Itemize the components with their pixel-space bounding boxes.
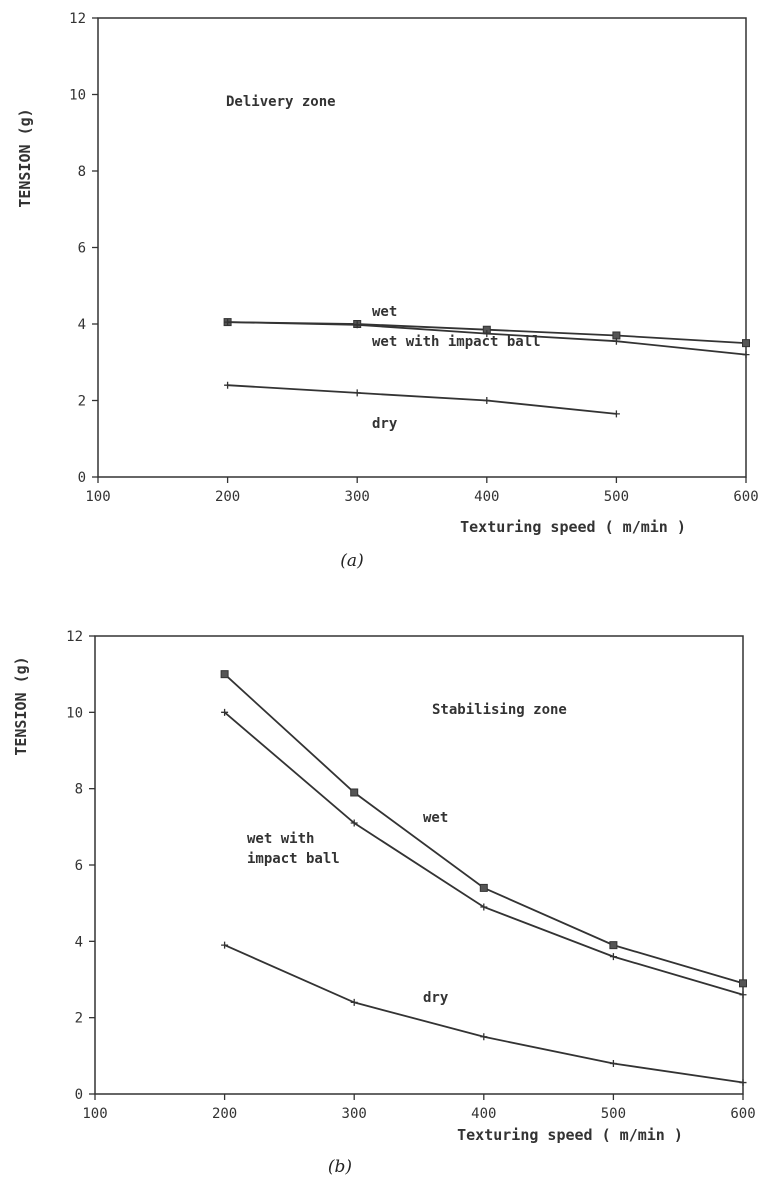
series-2-point: [742, 351, 750, 359]
series-2-point: [224, 318, 232, 326]
y-tick-label: 6: [78, 241, 86, 257]
x-tick-label: 600: [733, 489, 758, 505]
series-2-point: [609, 953, 617, 961]
annotation-wet-impact: wet with impact ball: [372, 334, 541, 350]
x-axis-label: Texturing speed ( m/min ): [457, 1126, 683, 1144]
series-2-point: [221, 708, 229, 716]
annotation-dry: dry: [423, 990, 449, 1006]
x-ticks: 100 200 300 400 500 600: [82, 1094, 756, 1122]
annotation-wet-impact: wet with impact ball: [247, 831, 340, 867]
series-layer: [220, 670, 747, 1087]
series-3-point: [612, 410, 620, 418]
series-3-point: [739, 1079, 747, 1087]
series-1-point: [742, 339, 750, 348]
series-2-point: [480, 903, 488, 911]
x-tick-label: 200: [215, 489, 240, 505]
series-3-line: [224, 944, 744, 1084]
series-2-point: [353, 321, 361, 329]
series-2-point: [612, 337, 620, 345]
x-tick-label: 300: [342, 1106, 367, 1122]
annotation-zone: Delivery zone: [226, 94, 336, 110]
series-3-point: [609, 1059, 617, 1067]
x-tick-label: 300: [345, 489, 370, 505]
y-tick-label: 8: [75, 782, 83, 798]
annotation-wet: wet: [372, 304, 397, 320]
series-3-point: [353, 389, 361, 397]
plot-frame: [97, 17, 747, 478]
series-2-point: [739, 991, 747, 999]
y-tick-label: 4: [78, 317, 86, 333]
x-tick-label: 500: [604, 489, 629, 505]
series-2-point: [350, 819, 358, 827]
y-tick-label: 2: [75, 1011, 83, 1027]
series-1-line: [223, 673, 744, 985]
series-layer: [223, 318, 750, 418]
y-tick-label: 8: [78, 164, 86, 180]
annotation-line: impact ball: [247, 851, 340, 867]
annotation-line: wet with: [247, 831, 314, 847]
y-tick-label: 4: [75, 934, 83, 950]
series-3-point: [480, 1033, 488, 1041]
y-ticks: 0 2 4 6 8 10 12: [69, 11, 98, 486]
annotation-wet: wet: [423, 810, 448, 826]
y-tick-label: 10: [66, 705, 83, 721]
series-1-point: [220, 670, 229, 679]
x-tick-label: 100: [82, 1106, 107, 1122]
x-tick-label: 100: [85, 489, 110, 505]
x-ticks: 100 200 300 400 500 600: [85, 477, 759, 505]
x-tick-label: 400: [474, 489, 499, 505]
series-3-point: [221, 941, 229, 949]
annotation-dry: dry: [372, 416, 398, 432]
panel-label-b: (b): [328, 1157, 352, 1177]
series-3-line: [227, 384, 617, 415]
series-3-point: [350, 998, 358, 1006]
y-tick-label: 0: [75, 1087, 83, 1103]
series-1-point: [350, 788, 359, 797]
chart-panel-b: 100 200 300 400 500 600 0 2 4 6 8 10 12 TENSION (g)…: [12, 629, 756, 1177]
series-1-point: [739, 979, 747, 988]
y-tick-label: 2: [78, 394, 86, 410]
chart-panel-a: 100 200 300 400 500 600 0 2 4 6 8 10 12 TENSION (g)…: [16, 11, 759, 571]
series-3-point: [483, 397, 491, 404]
x-axis-label: Texturing speed ( m/min ): [460, 518, 686, 536]
panel-label-a: (a): [340, 551, 363, 571]
y-tick-label: 0: [78, 470, 86, 486]
y-ticks: 0 2 4 6 8 10 12: [66, 629, 95, 1103]
x-tick-label: 600: [730, 1106, 755, 1122]
series-2-point: [483, 330, 491, 338]
series-3-point: [224, 381, 232, 389]
y-tick-label: 12: [69, 11, 86, 27]
x-tick-label: 400: [471, 1106, 496, 1122]
y-axis-label: TENSION (g): [16, 108, 34, 207]
y-axis-label: TENSION (g): [12, 656, 30, 755]
x-tick-label: 200: [212, 1106, 237, 1122]
x-tick-label: 500: [601, 1106, 626, 1122]
annotation-zone: Stabilising zone: [432, 702, 567, 718]
y-tick-label: 6: [75, 858, 83, 874]
series-1-point: [479, 883, 488, 892]
series-1-point: [609, 941, 618, 950]
y-tick-label: 12: [66, 629, 83, 645]
y-tick-label: 10: [69, 88, 86, 104]
